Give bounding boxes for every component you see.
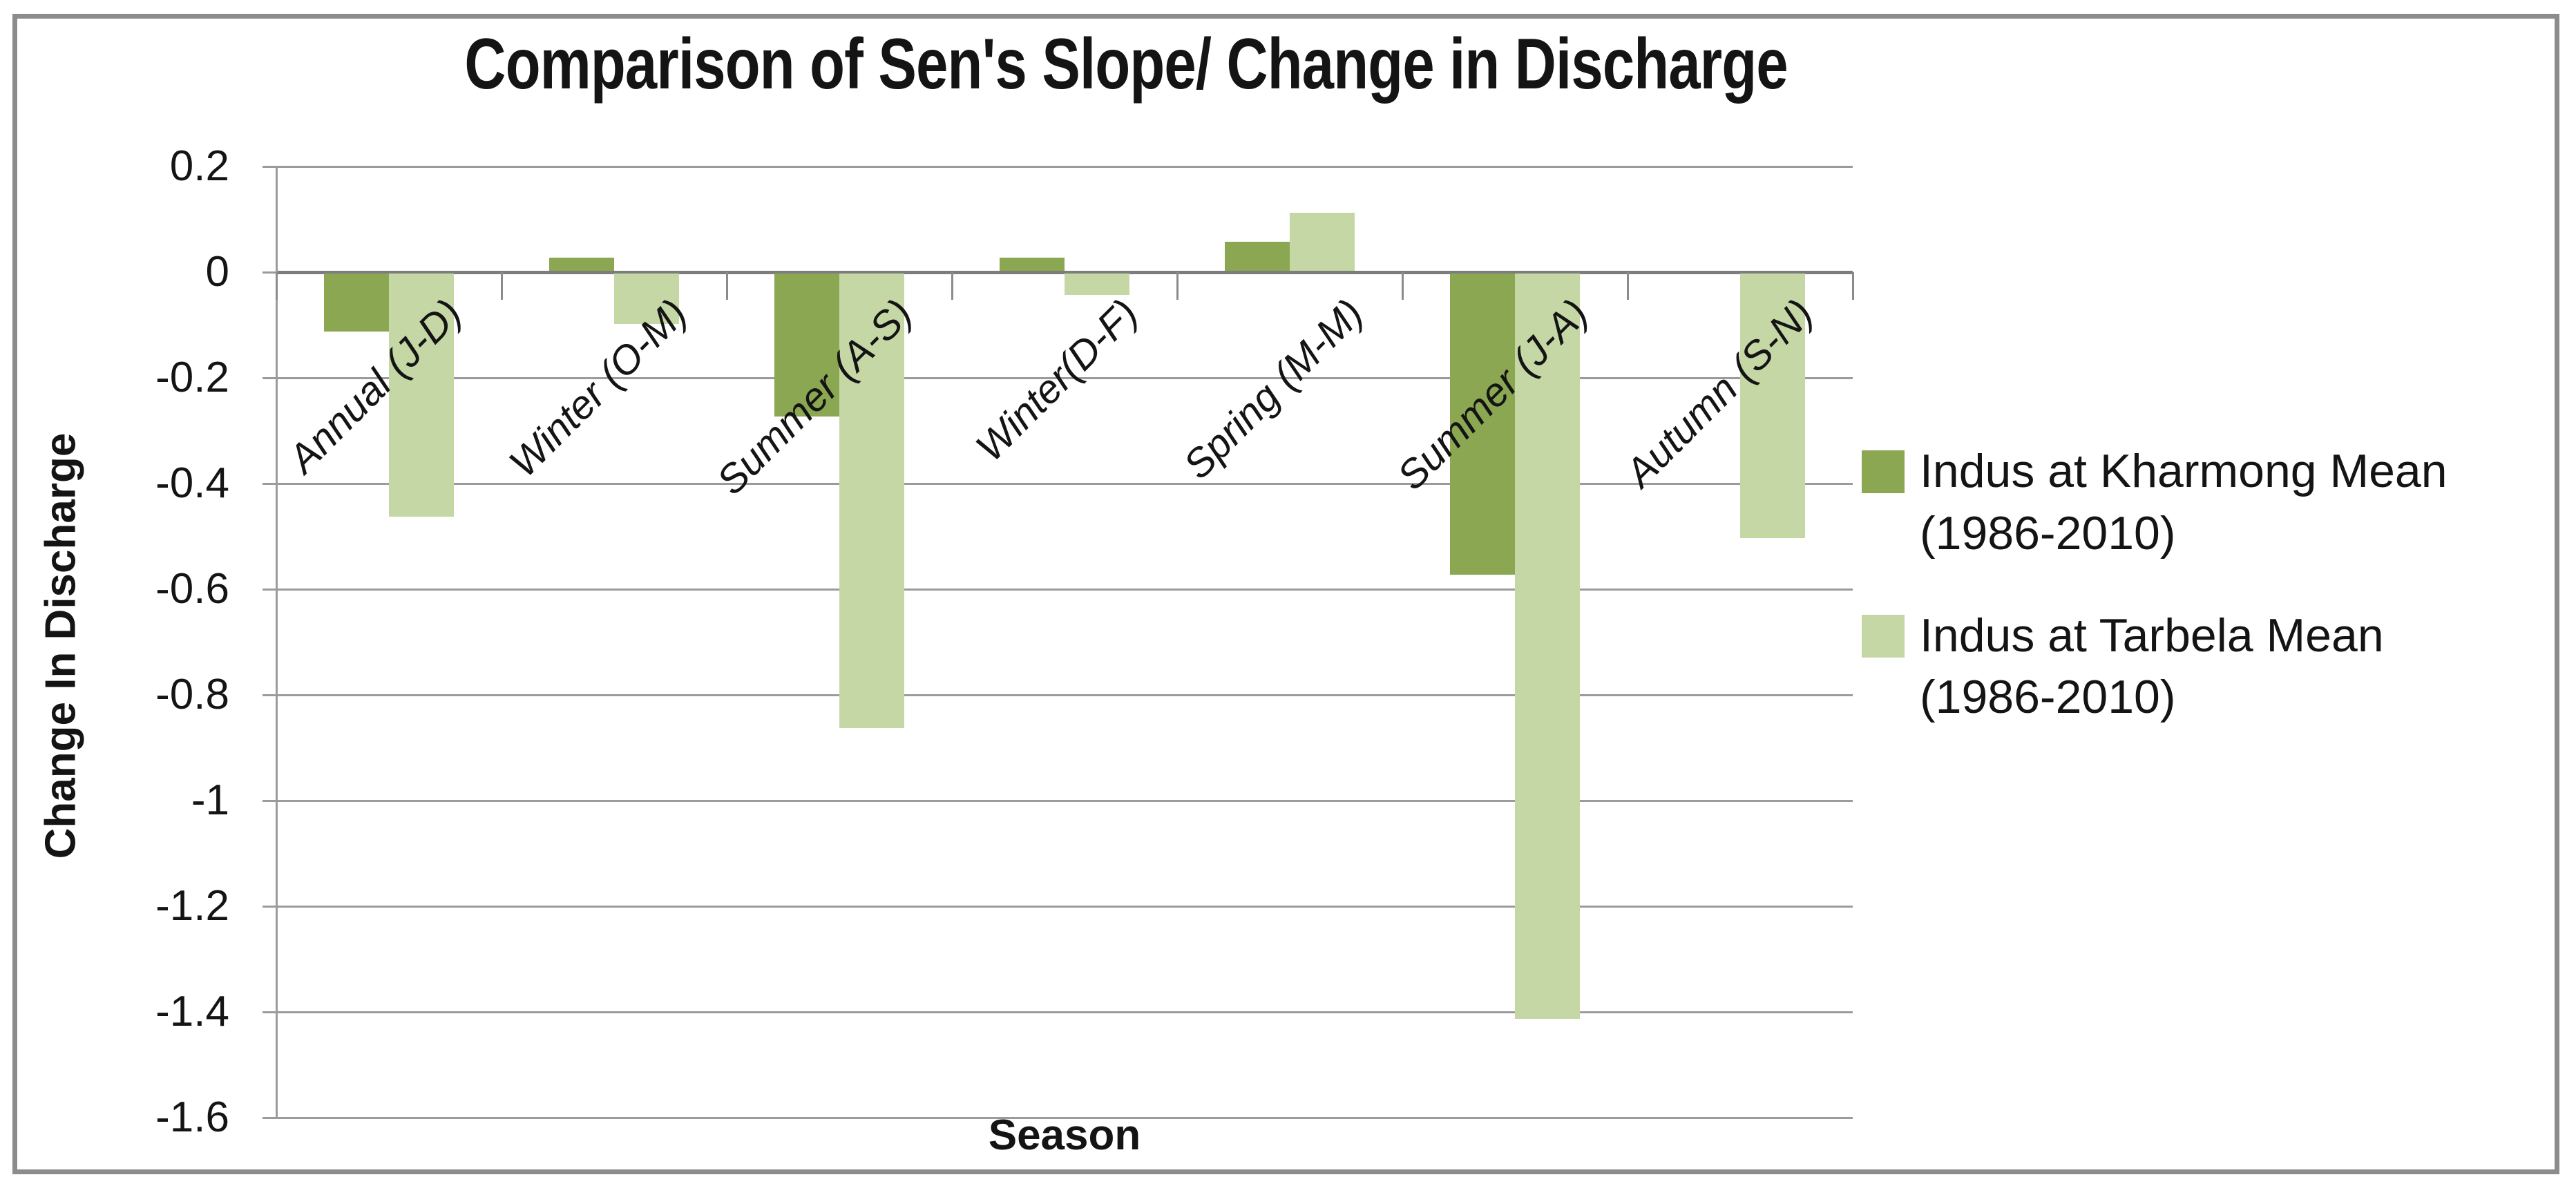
y-tick--1.6: [263, 1117, 276, 1119]
gridline-y--1.2: [276, 906, 1853, 908]
bar-indus-at-tarbela-mean-annual-j-d: [389, 274, 454, 517]
y-axis-line: [276, 166, 278, 1118]
category-label-winter-o-m: Winter (O-M): [501, 290, 696, 486]
y-tick-label--0.6: -0.6: [155, 565, 229, 613]
gridline-y--1.6: [276, 1117, 1853, 1119]
gridline-y--0.2: [276, 377, 1853, 379]
legend-label-line: Indus at Kharmong Mean: [1920, 445, 2448, 497]
gridline-y--0.6: [276, 589, 1853, 591]
x-tick-3: [951, 272, 953, 300]
x-axis-title: Season: [988, 1111, 1141, 1159]
y-tick-label--1.4: -1.4: [155, 988, 229, 1035]
y-tick-0.2: [263, 166, 276, 168]
bar-indus-at-kharmong-mean-winter-o-m: [549, 258, 614, 271]
y-tick--1: [263, 800, 276, 802]
x-tick-7: [1852, 272, 1854, 300]
legend-label-indus-at-tarbela-mean: Indus at Tarbela Mean (1986-2010): [1920, 605, 2384, 729]
chart-title: Comparison of Sen's Slope/ Change in Dis…: [0, 23, 2252, 106]
legend-label-line: (1986-2010): [1920, 506, 2176, 559]
bar-indus-at-tarbela-mean-winter-d-f: [1065, 274, 1129, 295]
gridline-y--1.4: [276, 1011, 1853, 1013]
legend-label-line: (1986-2010): [1920, 671, 2176, 724]
y-tick--0.2: [263, 377, 276, 379]
x-tick-6: [1627, 272, 1629, 300]
bar-indus-at-kharmong-mean-annual-j-d: [324, 274, 389, 332]
legend-label-indus-at-kharmong-mean: Indus at Kharmong Mean (1986-2010): [1920, 441, 2448, 565]
y-tick--1.4: [263, 1011, 276, 1013]
x-tick-4: [1176, 272, 1179, 300]
chart-title-text: Comparison of Sen's Slope/ Change in Dis…: [464, 24, 1788, 104]
bar-indus-at-kharmong-mean-summer-j-a: [1450, 274, 1515, 575]
y-tick-label-0.2: 0.2: [169, 142, 229, 190]
category-label-winter-d-f: Winter(D-F): [966, 290, 1147, 470]
bar-indus-at-tarbela-mean-summer-j-a: [1515, 274, 1580, 1019]
legend-entry-indus-at-kharmong-mean: Indus at Kharmong Mean (1986-2010): [1862, 441, 2559, 565]
x-tick-1: [501, 272, 503, 300]
x-axis-zero-line: [276, 271, 1853, 274]
y-tick-label--0.2: -0.2: [155, 354, 229, 401]
y-tick-label--1: -1: [191, 776, 229, 824]
y-tick-label--1.6: -1.6: [155, 1093, 229, 1141]
legend-label-line: Indus at Tarbela Mean: [1920, 609, 2384, 662]
gridline-y--0.8: [276, 694, 1853, 696]
y-tick-label--1.2: -1.2: [155, 882, 229, 930]
y-tick-label--0.4: -0.4: [155, 459, 229, 507]
gridline-y--0.4: [276, 483, 1853, 485]
legend-swatch-indus-at-tarbela-mean: [1862, 614, 1905, 658]
y-tick-label-0: 0: [205, 248, 229, 296]
bar-indus-at-tarbela-mean-summer-a-s: [839, 274, 904, 728]
y-tick--0.4: [263, 483, 276, 485]
bar-indus-at-tarbela-mean-winter-o-m: [614, 274, 679, 324]
legend-entry-indus-at-tarbela-mean: Indus at Tarbela Mean (1986-2010): [1862, 605, 2559, 729]
gridline-y-0.2: [276, 166, 1853, 168]
y-tick-label--0.8: -0.8: [155, 671, 229, 718]
y-tick--0.6: [263, 589, 276, 591]
bar-indus-at-kharmong-mean-summer-a-s: [774, 274, 839, 417]
x-tick-5: [1402, 272, 1404, 300]
bar-indus-at-kharmong-mean-winter-d-f: [1000, 258, 1065, 271]
bar-indus-at-kharmong-mean-spring-m-m: [1225, 242, 1290, 271]
legend-swatch-indus-at-kharmong-mean: [1862, 450, 1905, 493]
legend: Indus at Kharmong Mean (1986-2010) Indus a…: [1862, 441, 2559, 769]
y-tick--0.8: [263, 694, 276, 696]
category-label-spring-m-m: Spring (M-M): [1174, 290, 1372, 488]
bar-indus-at-tarbela-mean-spring-m-m: [1290, 213, 1355, 271]
y-tick--1.2: [263, 906, 276, 908]
bar-indus-at-tarbela-mean-autumn-s-n: [1740, 274, 1805, 538]
y-tick-0: [263, 271, 276, 274]
gridline-y--1: [276, 800, 1853, 802]
x-tick-2: [726, 272, 728, 300]
x-tick-0: [276, 272, 278, 300]
